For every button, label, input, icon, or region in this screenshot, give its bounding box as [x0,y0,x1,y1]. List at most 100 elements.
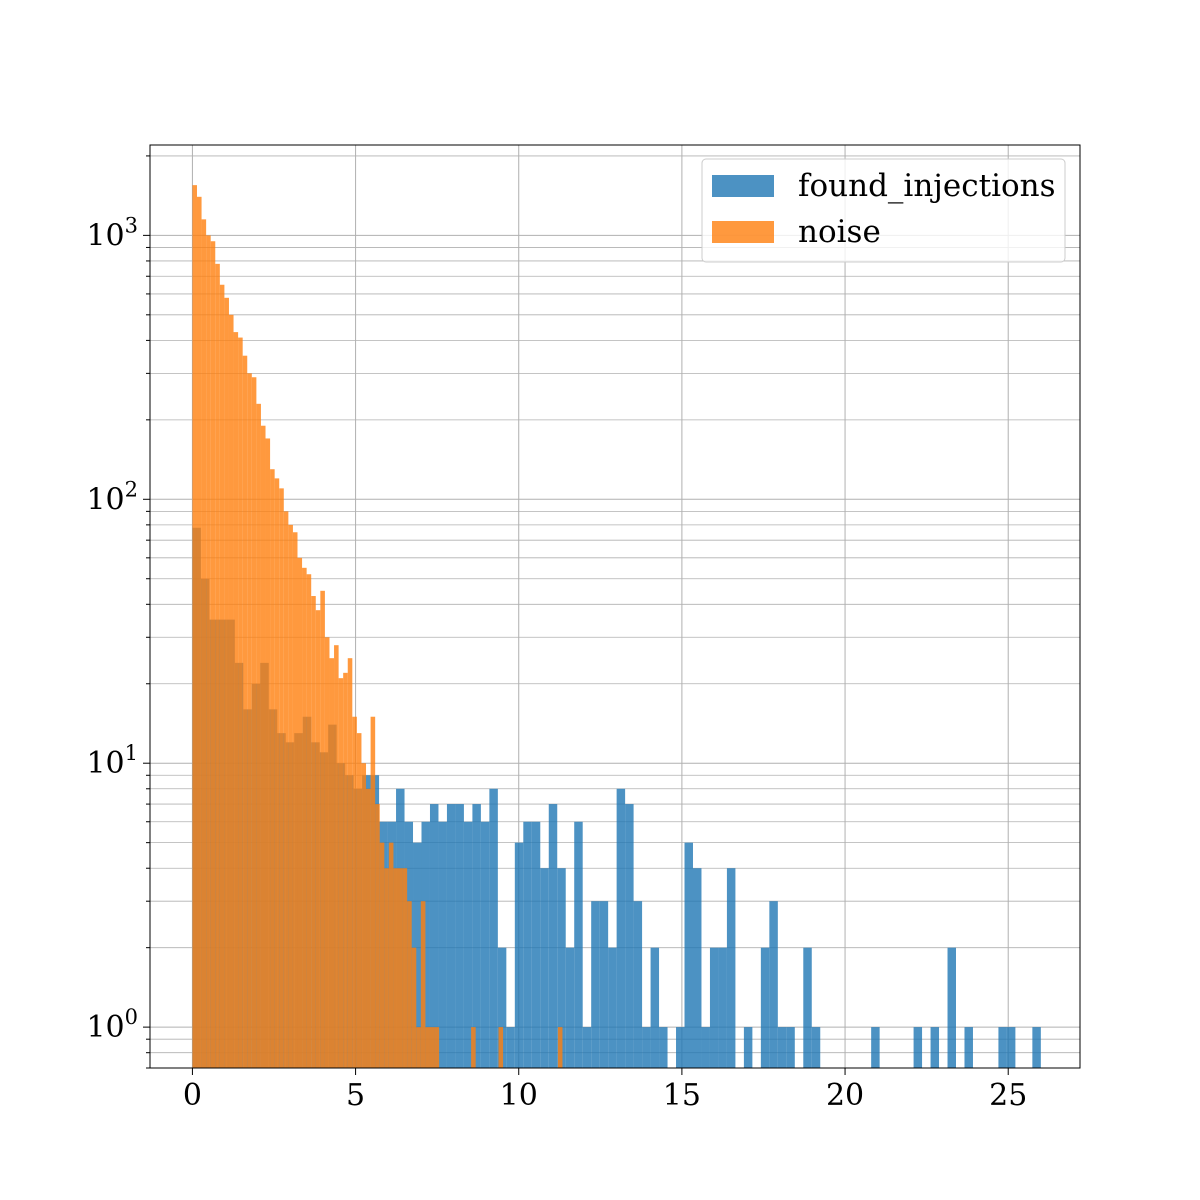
bar-found-injections [811,1027,821,1068]
bar-found-injections [557,868,566,1068]
bar-found-injections [421,821,430,1068]
bar-found-injections [625,804,634,1068]
bar-found-injections [633,901,643,1068]
bar-found-injections [726,868,736,1068]
x-tick-label: 0 [183,1078,202,1113]
bar-noise [320,590,325,1068]
bar-noise [238,337,243,1069]
bar-found-injections [438,821,447,1068]
bar-found-injections [565,947,575,1068]
bar-found-injections [709,947,719,1068]
plot-frame [149,144,1081,1069]
bar-noise [274,478,280,1068]
bar-found-injections [413,842,422,1068]
bar-noise [347,658,353,1068]
bar-noise [297,557,303,1068]
bar-noise [210,241,216,1068]
bar-found-injections [531,821,541,1068]
bar-noise [311,596,316,1068]
bar-found-injections [692,868,702,1068]
bar-noise [379,842,385,1068]
bar-noise [334,645,339,1068]
bar-noise [224,297,229,1068]
bar-found-injections [497,947,507,1068]
bar-noise [343,672,348,1068]
bar-found-injections [964,1027,973,1068]
bar-found-injections [1006,1027,1016,1068]
bar-found-injections [871,1027,880,1068]
bar-noise [425,1027,430,1068]
bar-found-injections [803,947,812,1068]
y-tick-label: 101 [86,741,138,781]
bar-found-injections [701,1027,710,1068]
bar-noise [388,842,394,1068]
bar-noise [434,1027,440,1068]
bar-noise [498,1027,504,1068]
bar-noise [429,1027,435,1068]
bar-noise [356,733,362,1068]
bar-found-injections [650,947,660,1068]
bar-found-injections [659,1027,668,1068]
bar-found-injections [548,804,558,1068]
legend: found_injections noise [701,158,1066,263]
bar-found-injections [446,804,456,1068]
bar-found-injections [574,821,583,1068]
bar-found-injections [676,1027,685,1068]
bar-noise [270,469,275,1069]
legend-label-found-injections: found_injections [798,168,1056,204]
bar-noise [398,868,403,1068]
x-axis: 0 5 10 15 20 25 [183,1068,1027,1113]
bar-noise [375,804,380,1068]
bar-found-injections [930,1027,940,1068]
bar-noise [206,235,211,1068]
bar-noise [228,314,234,1068]
bar-found-injections [913,1027,923,1068]
bar-noise [279,488,284,1068]
bar-found-injections [743,1027,753,1068]
x-tick-label: 15 [663,1078,701,1113]
bar-found-injections [1032,1027,1041,1068]
bar-found-injections [998,1027,1007,1068]
bar-noise [416,1027,421,1068]
bar-found-injections [523,821,532,1068]
x-tick-label: 20 [826,1078,864,1113]
y-tick-label: 102 [86,477,138,517]
x-tick-label: 5 [346,1078,365,1113]
bar-found-injections [455,804,464,1068]
bar-noise [352,716,357,1068]
bar-noise [361,763,367,1068]
x-tick-label: 25 [989,1078,1027,1113]
bar-noise [233,332,239,1068]
bar-noise [219,284,225,1069]
x-tick-label: 10 [500,1078,538,1113]
bar-noise [402,868,408,1068]
bar-noise [329,658,335,1068]
legend-label-noise: noise [798,214,881,250]
bar-noise [265,438,271,1069]
bar-noise [292,532,298,1068]
bar-noise [247,373,252,1068]
y-axis: 100 101 102 103 [86,155,150,1069]
bar-found-injections [642,1027,651,1068]
bar-noise [192,185,197,1068]
bar-found-injections [947,947,956,1068]
bar-found-injections [718,947,727,1068]
legend-swatch-found-injections [712,175,774,197]
bar-noise [196,196,202,1068]
bar-noise [215,263,220,1069]
bar-noise [302,567,307,1068]
bar-noise [288,524,293,1068]
bar-noise [324,637,330,1068]
bar-noise [420,901,426,1068]
bar-noise [384,868,389,1068]
bar-noise [338,678,344,1068]
bar-found-injections [582,1027,592,1068]
bar-noise [242,355,248,1068]
bar-noise [366,788,371,1068]
bar-noise [315,610,321,1068]
bar-noise [251,377,257,1068]
legend-swatch-noise [712,221,774,243]
bar-found-injections [599,901,609,1068]
bar-found-injections [540,868,549,1068]
